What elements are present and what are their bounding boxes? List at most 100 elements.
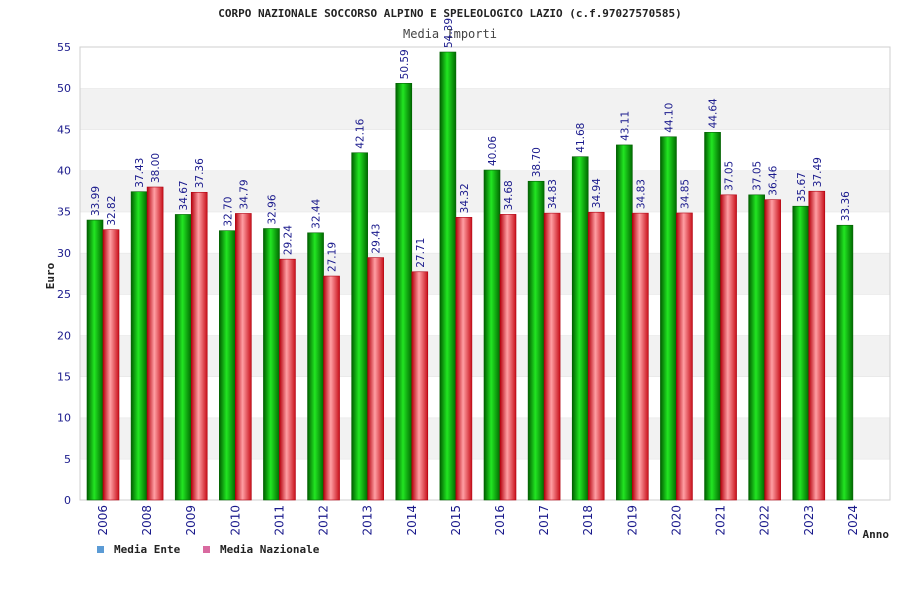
data-label: 29.24 bbox=[282, 225, 294, 255]
data-label: 27.71 bbox=[415, 238, 427, 268]
x-tick-label: 2009 bbox=[184, 505, 198, 536]
data-label: 36.46 bbox=[768, 165, 780, 195]
data-label: 33.99 bbox=[90, 186, 102, 216]
data-label: 35.67 bbox=[796, 172, 808, 202]
x-tick-label: 2012 bbox=[317, 505, 331, 536]
data-label: 33.36 bbox=[840, 191, 852, 221]
data-label: 37.49 bbox=[812, 157, 824, 187]
legend-swatch-media-ente bbox=[97, 546, 104, 553]
y-tick-label: 40 bbox=[57, 165, 71, 178]
data-label: 27.19 bbox=[327, 242, 339, 272]
y-tick-label: 55 bbox=[57, 41, 71, 54]
bar-media-nazionale bbox=[632, 212, 649, 501]
bar-media-ente bbox=[439, 51, 457, 501]
data-label: 37.43 bbox=[134, 158, 146, 188]
bar-media-ente bbox=[792, 205, 810, 501]
bar-media-nazionale bbox=[543, 212, 561, 501]
bar-media-nazionale bbox=[587, 211, 605, 501]
x-tick-label: 2022 bbox=[758, 505, 772, 536]
grid-band bbox=[80, 88, 890, 130]
data-label: 34.83 bbox=[635, 179, 647, 209]
bar-media-nazionale bbox=[455, 217, 473, 501]
data-label: 34.85 bbox=[679, 179, 691, 209]
grid-band bbox=[80, 47, 890, 89]
value-labels: 33.99 32.82 37.43 38.00 34.67 37.36 32.70 34.79… bbox=[90, 18, 852, 272]
bar-media-nazionale bbox=[279, 258, 296, 501]
bar-media-nazionale bbox=[146, 186, 164, 501]
data-label: 44.64 bbox=[708, 98, 720, 128]
chart-subtitle: Media Importi bbox=[403, 27, 497, 41]
y-tick-label: 10 bbox=[57, 412, 71, 425]
bar-media-nazionale bbox=[235, 213, 252, 501]
legend: Media Ente Media Nazionale bbox=[97, 543, 320, 556]
x-tick-label: 2020 bbox=[669, 505, 683, 536]
x-axis-label: Anno bbox=[863, 528, 890, 541]
data-label: 38.70 bbox=[531, 147, 543, 177]
y-tick-label: 0 bbox=[64, 494, 71, 507]
bar-media-ente bbox=[704, 132, 721, 501]
data-label: 34.32 bbox=[459, 183, 471, 213]
bar-media-ente bbox=[616, 144, 633, 501]
bar-media-ente bbox=[219, 230, 236, 501]
x-tick-label: 2006 bbox=[96, 505, 110, 536]
y-tick-label: 25 bbox=[57, 288, 71, 301]
y-tick-label: 45 bbox=[57, 123, 71, 136]
data-label: 32.82 bbox=[106, 196, 118, 226]
y-tick-label: 50 bbox=[57, 82, 71, 95]
bar-media-ente bbox=[571, 156, 589, 501]
x-tick-label: 2023 bbox=[802, 505, 816, 536]
data-label: 34.94 bbox=[591, 178, 603, 208]
data-label: 32.96 bbox=[266, 194, 278, 224]
x-tick-label: 2008 bbox=[140, 505, 154, 536]
bar-media-nazionale bbox=[411, 271, 429, 501]
data-label: 34.79 bbox=[238, 179, 250, 209]
legend-swatch-media-nazionale bbox=[203, 546, 210, 553]
x-tick-label: 2019 bbox=[625, 505, 639, 536]
x-tick-label: 2014 bbox=[405, 505, 419, 536]
x-tick-label: 2013 bbox=[361, 505, 375, 536]
data-label: 50.59 bbox=[399, 49, 411, 79]
x-tick-label: 2010 bbox=[228, 505, 242, 536]
bar-media-nazionale bbox=[323, 275, 340, 501]
bar-media-nazionale bbox=[102, 229, 120, 501]
y-tick-label: 30 bbox=[57, 247, 71, 260]
x-tick-label: 2018 bbox=[581, 505, 595, 536]
bar-media-nazionale bbox=[367, 257, 384, 501]
x-tick-label: 2011 bbox=[272, 505, 286, 536]
bar-media-ente bbox=[748, 194, 765, 501]
bar-media-ente bbox=[395, 83, 413, 501]
bar-media-nazionale bbox=[720, 194, 737, 501]
data-label: 43.11 bbox=[619, 111, 631, 141]
data-label: 38.00 bbox=[150, 153, 162, 183]
data-label: 32.70 bbox=[222, 197, 234, 227]
y-tick-label: 5 bbox=[64, 453, 71, 466]
data-label: 34.83 bbox=[547, 179, 559, 209]
bar-media-ente bbox=[263, 228, 280, 501]
data-label: 54.39 bbox=[443, 18, 455, 48]
bar-media-ente bbox=[307, 232, 324, 501]
y-tick-label: 35 bbox=[57, 206, 71, 219]
data-label: 34.67 bbox=[178, 180, 190, 210]
bar-media-nazionale bbox=[764, 199, 781, 501]
data-label: 37.05 bbox=[752, 161, 764, 191]
data-label: 40.06 bbox=[487, 136, 499, 166]
data-label: 41.68 bbox=[575, 123, 587, 153]
x-tick-label: 2021 bbox=[714, 505, 728, 536]
bar-media-ente bbox=[174, 214, 192, 501]
bar-media-ente bbox=[86, 219, 104, 501]
y-tick-label: 20 bbox=[57, 329, 71, 342]
data-label: 44.10 bbox=[663, 103, 675, 133]
data-label: 32.44 bbox=[311, 198, 323, 228]
x-tick-label: 2017 bbox=[537, 505, 551, 536]
x-tick-label: 2024 bbox=[846, 505, 860, 536]
bar-media-ente bbox=[660, 136, 677, 501]
bar-media-nazionale bbox=[190, 191, 208, 501]
y-tick-label: 15 bbox=[57, 370, 71, 383]
data-label: 42.16 bbox=[355, 118, 367, 148]
data-label: 34.68 bbox=[503, 180, 515, 210]
bar-media-nazionale bbox=[676, 212, 693, 501]
chart-title: CORPO NAZIONALE SOCCORSO ALPINO E SPELEO… bbox=[218, 7, 682, 20]
bar-media-ente bbox=[527, 180, 545, 501]
bars bbox=[86, 51, 854, 501]
